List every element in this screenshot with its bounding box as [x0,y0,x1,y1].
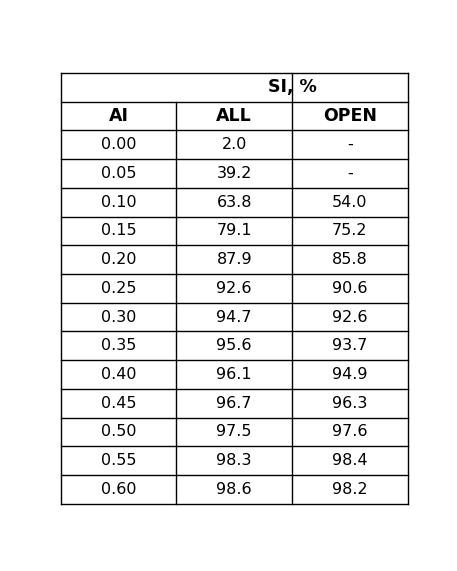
Text: 90.6: 90.6 [332,281,368,296]
Text: OPEN: OPEN [323,107,377,125]
Text: 96.3: 96.3 [332,396,367,411]
Text: 97.5: 97.5 [217,424,252,440]
Text: 98.6: 98.6 [217,482,252,497]
Text: 79.1: 79.1 [217,223,252,239]
Text: 94.7: 94.7 [217,309,252,324]
Text: SI, %: SI, % [268,78,316,96]
Text: 0.45: 0.45 [101,396,136,411]
Text: 92.6: 92.6 [332,309,368,324]
Text: 0.15: 0.15 [101,223,136,239]
Text: 92.6: 92.6 [217,281,252,296]
Text: 85.8: 85.8 [332,252,368,267]
Text: 54.0: 54.0 [332,195,368,210]
Text: ALL: ALL [216,107,252,125]
Text: AI: AI [108,107,128,125]
Text: 93.7: 93.7 [332,338,367,353]
Text: 96.1: 96.1 [217,367,252,382]
Text: 39.2: 39.2 [217,166,252,181]
Text: 96.7: 96.7 [217,396,252,411]
Text: -: - [347,137,353,152]
Text: 98.2: 98.2 [332,482,368,497]
Text: 0.50: 0.50 [101,424,136,440]
Text: 0.35: 0.35 [101,338,136,353]
Text: 94.9: 94.9 [332,367,368,382]
Text: 0.10: 0.10 [101,195,136,210]
Text: 98.3: 98.3 [217,453,252,468]
Text: 63.8: 63.8 [217,195,252,210]
Text: 98.4: 98.4 [332,453,368,468]
Text: 0.05: 0.05 [101,166,136,181]
Text: 0.60: 0.60 [101,482,136,497]
Text: 0.25: 0.25 [101,281,136,296]
Text: 0.20: 0.20 [101,252,136,267]
Text: 0.30: 0.30 [101,309,136,324]
Text: 2.0: 2.0 [222,137,247,152]
Text: 95.6: 95.6 [217,338,252,353]
Text: 0.55: 0.55 [101,453,136,468]
Text: 97.6: 97.6 [332,424,368,440]
Text: 0.40: 0.40 [101,367,136,382]
Text: 75.2: 75.2 [332,223,368,239]
Text: -: - [347,166,353,181]
Text: 87.9: 87.9 [217,252,252,267]
Text: 0.00: 0.00 [101,137,136,152]
